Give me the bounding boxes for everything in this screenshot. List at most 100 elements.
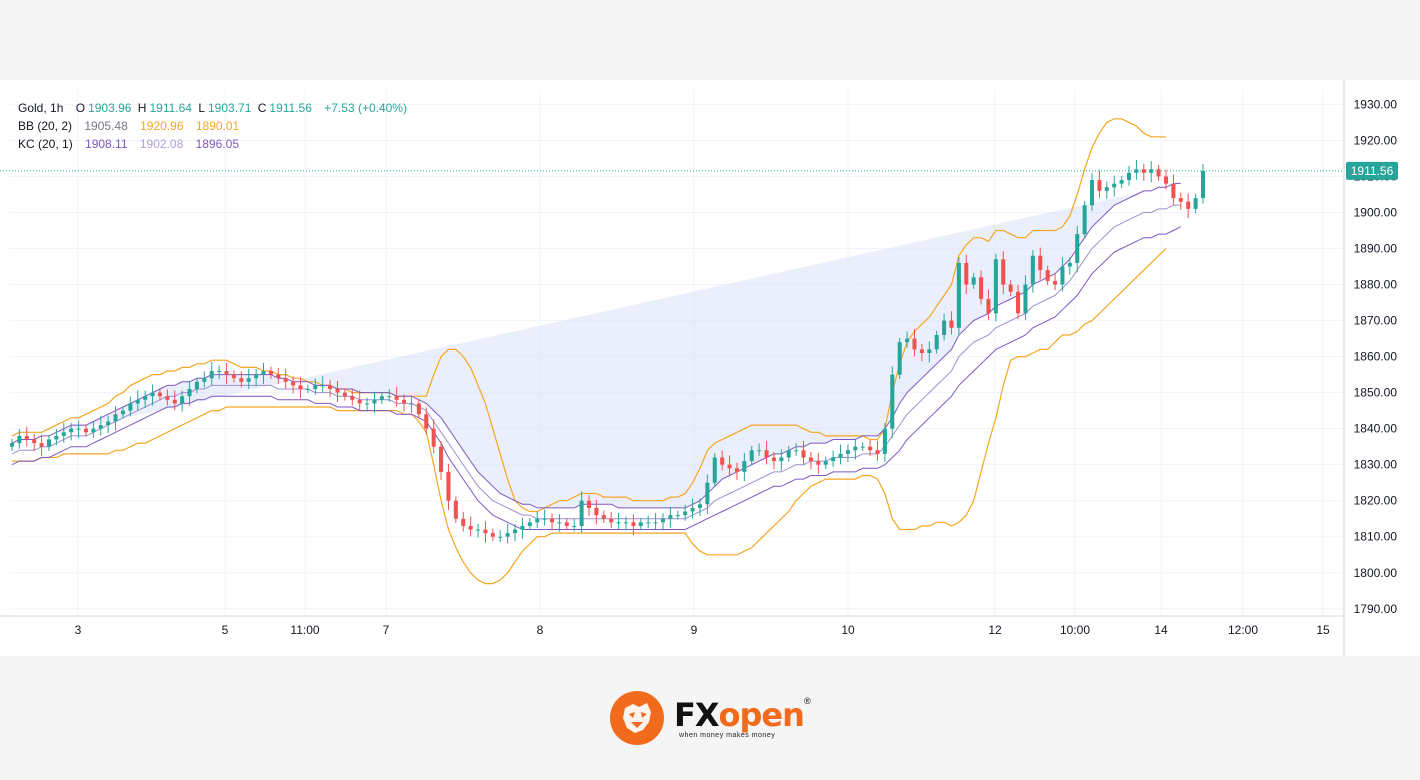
last-price-box <box>1346 161 1398 180</box>
candle-body <box>853 446 858 451</box>
candle-body <box>727 464 732 469</box>
candle-body <box>594 507 599 516</box>
kc-fill-area <box>12 183 1181 508</box>
legend-change: +7.53 (+0.40%) <box>324 101 407 115</box>
candle-body <box>446 471 451 501</box>
candle-body <box>520 525 525 530</box>
candle-body <box>291 381 296 386</box>
candle-body <box>786 450 791 458</box>
candle-body <box>1016 291 1021 314</box>
candle-body <box>779 457 784 462</box>
candle-body <box>372 399 377 404</box>
candle-body <box>224 371 229 375</box>
y-tick-label: 1810.00 <box>1354 530 1398 544</box>
legend-bb-row: BB (20, 2) 1905.48 1920.96 1890.01 <box>18 117 410 135</box>
candle-body <box>261 371 266 375</box>
candle-body <box>749 450 754 462</box>
legend-low-label: L <box>198 101 205 115</box>
candle-body <box>76 428 81 430</box>
candle-body <box>453 500 458 519</box>
chart-legend: Gold, 1h O 1903.96 H 1911.64 L 1903.71 C 191… <box>18 99 410 153</box>
candle-body <box>668 515 673 519</box>
candle-body <box>527 522 532 526</box>
candle-body <box>1104 187 1109 191</box>
legend-low: 1903.71 <box>208 101 252 115</box>
y-tick-label: 1860.00 <box>1354 350 1398 364</box>
candle-body <box>860 446 865 448</box>
legend-open: 1903.96 <box>88 101 132 115</box>
candle-body <box>1178 198 1183 202</box>
candle-body <box>476 529 481 531</box>
legend-bb-label: BB (20, 2) <box>18 119 73 133</box>
candle-body <box>549 518 555 523</box>
candle-body <box>1126 172 1132 181</box>
candle-body <box>993 259 998 314</box>
x-tick-label: 15 <box>1316 623 1330 637</box>
candle-body <box>431 428 436 447</box>
candle-body <box>298 385 303 390</box>
candle-body <box>17 435 22 444</box>
candle-body <box>157 392 162 397</box>
candle-body <box>402 399 407 404</box>
y-tick-label: 1830.00 <box>1354 458 1398 472</box>
candle-body <box>586 500 592 508</box>
candle-body <box>239 378 244 382</box>
candle-body <box>660 518 666 523</box>
x-tick-label: 10 <box>841 623 855 637</box>
legend-bb-lower: 1890.01 <box>195 119 240 133</box>
candle-body <box>557 522 562 524</box>
candle-body <box>357 399 362 404</box>
candle-body <box>483 529 488 534</box>
candle-body <box>927 349 932 353</box>
x-tick-label: 7 <box>383 623 390 637</box>
candle-body <box>742 461 747 472</box>
chart-area[interactable]: 1930.001920.001910.001900.001890.001880.… <box>0 80 1420 656</box>
candle-body <box>54 435 59 440</box>
candle-body <box>956 262 961 328</box>
candle-body <box>505 533 510 537</box>
candle-body <box>46 439 52 447</box>
candle-body <box>882 428 887 454</box>
candle-body <box>320 385 325 387</box>
legend-bb-basis: 1905.48 <box>84 119 128 133</box>
y-tick-label: 1900.00 <box>1354 205 1398 219</box>
candle-body <box>1001 259 1006 285</box>
x-tick-label: 9 <box>691 623 698 637</box>
candle-body <box>653 522 658 524</box>
candle-body <box>39 443 44 447</box>
candle-body <box>845 450 850 454</box>
x-tick-label: 8 <box>537 623 544 637</box>
candle-body <box>1060 266 1065 285</box>
logo-open: open <box>718 696 805 734</box>
fxopen-logo: FXopen ® when money makes money <box>609 690 819 746</box>
candle-body <box>964 262 969 285</box>
candle-body <box>1186 201 1191 209</box>
candle-body <box>335 389 340 393</box>
candle-body <box>816 461 821 465</box>
candle-body <box>801 450 806 458</box>
candle-body <box>394 396 399 400</box>
y-tick-label: 1880.00 <box>1354 278 1398 292</box>
candle-body <box>912 338 917 350</box>
candle-body <box>890 374 895 429</box>
candle-body <box>705 482 710 505</box>
candle-body <box>490 533 495 537</box>
x-tick-label: 5 <box>222 623 229 637</box>
candle-body <box>831 457 836 462</box>
y-tick-label: 1850.00 <box>1354 386 1398 400</box>
price-chart[interactable]: 1930.001920.001910.001900.001890.001880.… <box>0 80 1420 656</box>
legend-bb-upper: 1920.96 <box>140 119 184 133</box>
candle-body <box>439 446 444 472</box>
candle-body <box>720 457 725 465</box>
candle-body <box>697 504 702 508</box>
candle-body <box>919 349 924 353</box>
candle-body <box>328 385 333 390</box>
candle-body <box>113 414 118 422</box>
candle-body <box>579 500 584 526</box>
y-tick-label: 1920.00 <box>1354 133 1398 147</box>
candle-body <box>246 378 251 382</box>
candle-body <box>1156 169 1161 177</box>
candle-body <box>623 522 629 524</box>
candle-body <box>764 450 769 458</box>
candle-body <box>342 392 347 397</box>
